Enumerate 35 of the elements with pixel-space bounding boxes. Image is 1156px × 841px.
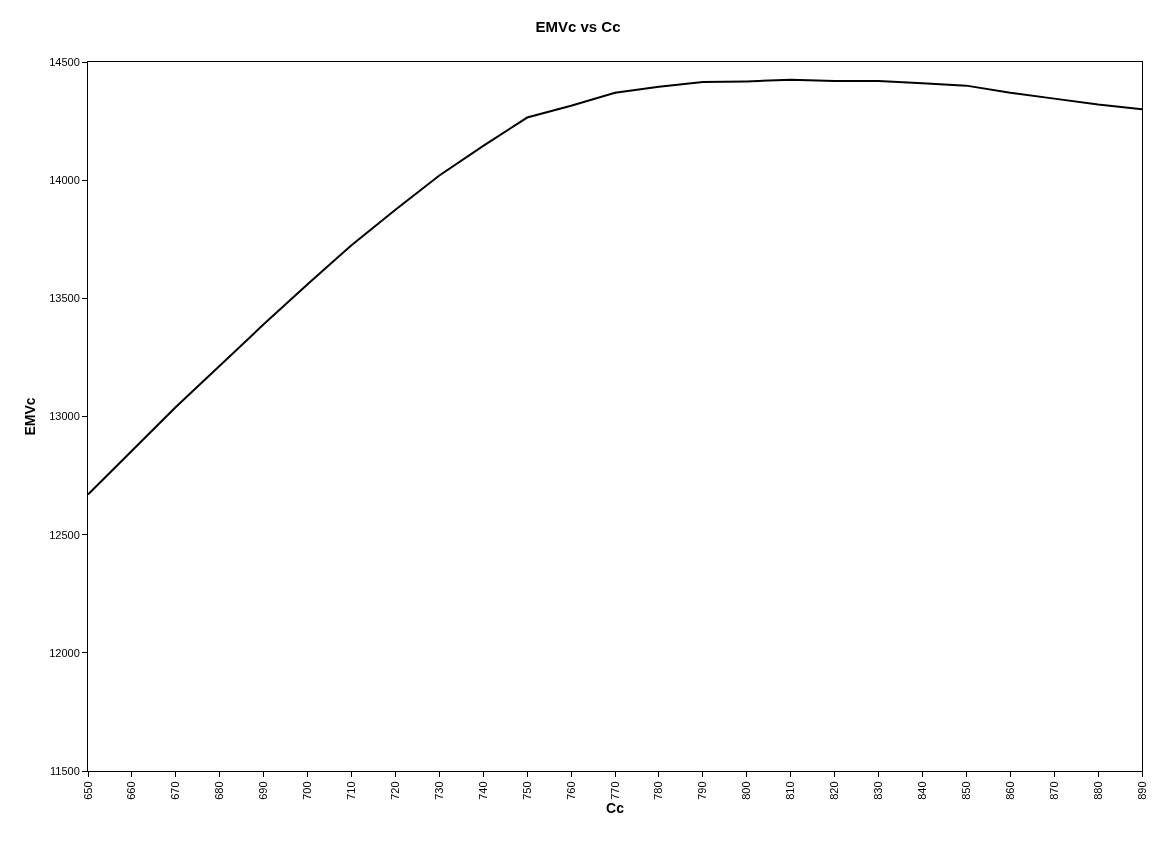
y-tick-label: 13500: [49, 292, 80, 305]
x-tick-label: 650: [81, 781, 94, 800]
chart-title: EMVc vs Cc: [535, 17, 621, 35]
x-tick-label: 870: [1047, 781, 1060, 800]
x-tick-label: 760: [564, 781, 577, 800]
x-tick-label: 680: [213, 781, 226, 800]
x-tick-label: 660: [125, 781, 138, 800]
y-tick-label: 14500: [49, 55, 80, 68]
x-tick-label: 750: [520, 781, 533, 800]
y-tick-label: 12500: [49, 528, 80, 541]
y-tick-label: 13000: [49, 410, 80, 423]
x-tick-label: 720: [389, 781, 401, 800]
x-axis-title: Cc: [606, 800, 625, 817]
y-tick-label: 11500: [50, 764, 80, 777]
x-tick-label: 700: [301, 781, 314, 800]
x-tick-label: 840: [915, 781, 928, 800]
y-axis-title: EMVc: [21, 397, 38, 436]
x-tick-label: 740: [476, 781, 489, 800]
x-tick-label: 710: [345, 781, 358, 800]
x-tick-label: 790: [696, 781, 709, 800]
x-tick-label: 730: [432, 781, 445, 800]
x-tick-label: 860: [1003, 781, 1016, 800]
x-tick-label: 880: [1091, 781, 1104, 800]
x-tick-label: 780: [652, 781, 665, 800]
x-tick-label: 800: [740, 781, 753, 800]
x-tick-label: 850: [959, 781, 972, 800]
x-tick-label: 770: [608, 781, 621, 800]
x-tick-label: 820: [828, 781, 841, 800]
x-tick-label: 810: [784, 781, 797, 800]
x-tick-label: 830: [872, 781, 885, 800]
x-tick-label: 890: [1135, 781, 1148, 800]
x-tick-label: 670: [169, 781, 182, 800]
x-tick-label: 690: [257, 781, 270, 800]
y-tick-label: 14000: [49, 174, 80, 187]
y-tick-label: 12000: [49, 646, 80, 659]
